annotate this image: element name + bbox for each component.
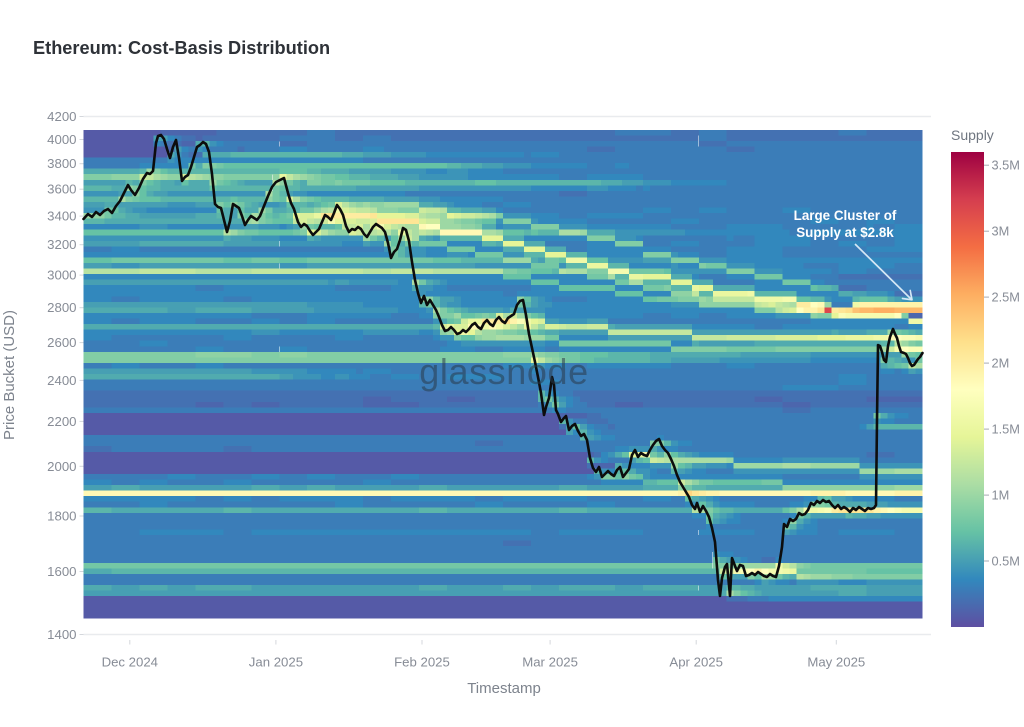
- svg-text:1800: 1800: [47, 509, 76, 524]
- svg-text:Timestamp: Timestamp: [467, 680, 541, 697]
- svg-text:3.5M: 3.5M: [992, 158, 1020, 173]
- svg-text:May 2025: May 2025: [807, 655, 865, 670]
- svg-text:1M: 1M: [992, 488, 1010, 503]
- svg-text:3000: 3000: [47, 268, 76, 283]
- svg-text:Jan 2025: Jan 2025: [249, 655, 303, 670]
- svg-text:1.5M: 1.5M: [992, 422, 1020, 437]
- svg-text:2.5M: 2.5M: [992, 290, 1020, 305]
- svg-text:Supply at $2.8k: Supply at $2.8k: [796, 225, 894, 240]
- svg-text:3400: 3400: [47, 209, 76, 224]
- svg-text:Supply: Supply: [951, 127, 994, 143]
- svg-text:Dec 2024: Dec 2024: [102, 655, 158, 670]
- svg-text:Feb 2025: Feb 2025: [394, 655, 450, 670]
- svg-text:3M: 3M: [992, 224, 1010, 239]
- svg-text:Apr 2025: Apr 2025: [669, 655, 723, 670]
- svg-text:3200: 3200: [47, 237, 76, 252]
- svg-text:0.5M: 0.5M: [992, 554, 1020, 569]
- svg-text:4200: 4200: [47, 109, 76, 124]
- svg-text:3600: 3600: [47, 182, 76, 197]
- svg-text:2200: 2200: [47, 414, 76, 429]
- svg-text:Mar 2025: Mar 2025: [522, 655, 578, 670]
- svg-text:4000: 4000: [47, 132, 76, 147]
- svg-text:Price Bucket (USD): Price Bucket (USD): [1, 310, 18, 440]
- svg-text:1600: 1600: [47, 564, 76, 579]
- svg-text:2M: 2M: [992, 356, 1010, 371]
- svg-text:glassnode: glassnode: [419, 351, 589, 392]
- svg-text:3800: 3800: [47, 156, 76, 171]
- svg-text:1400: 1400: [47, 627, 76, 642]
- svg-text:Large Cluster of: Large Cluster of: [794, 208, 897, 223]
- svg-text:2800: 2800: [47, 300, 76, 315]
- svg-text:2600: 2600: [47, 335, 76, 350]
- svg-text:2000: 2000: [47, 459, 76, 474]
- svg-text:2400: 2400: [47, 373, 76, 388]
